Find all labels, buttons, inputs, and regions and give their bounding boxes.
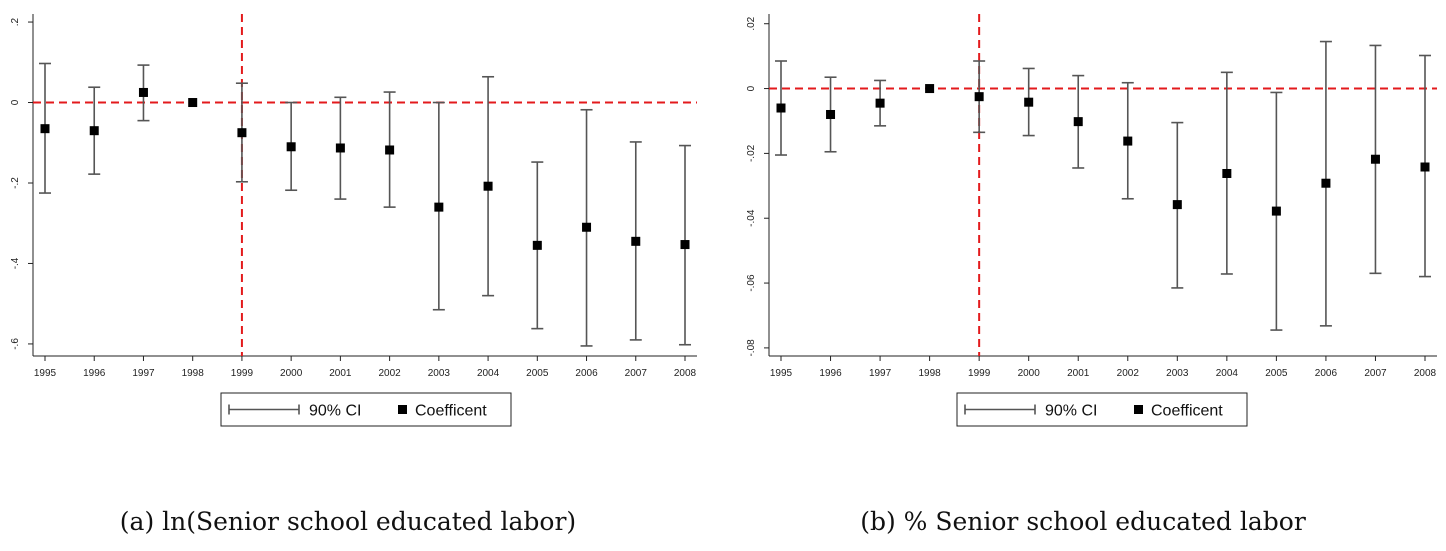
coefficient-point — [1321, 178, 1331, 188]
x-tick-label: 2001 — [329, 368, 352, 379]
x-tick-label: 1997 — [869, 368, 892, 379]
y-tick-label: -.02 — [746, 144, 757, 162]
x-tick-label: 2007 — [625, 368, 648, 379]
coefficient-point — [40, 124, 50, 134]
coefficient-point — [1073, 117, 1083, 127]
y-tick-label: -.06 — [746, 274, 757, 292]
x-tick-label: 2002 — [378, 368, 401, 379]
coefficient-point — [776, 103, 786, 113]
coefficient-point — [680, 240, 690, 250]
coefficient-point — [1222, 168, 1232, 178]
x-tick-label: 2001 — [1067, 368, 1090, 379]
y-tick-label: -.2 — [10, 177, 21, 189]
x-tick-label: 1999 — [968, 368, 991, 379]
panel-caption: (b) % Senior school educated labor — [860, 507, 1306, 536]
coefficient-point — [483, 181, 493, 191]
x-tick-label: 2000 — [1018, 368, 1041, 379]
y-tick-label: .02 — [746, 16, 757, 30]
y-tick-label: 0 — [746, 85, 757, 91]
legend-label-ci: 90% CI — [1045, 403, 1097, 420]
legend-point-marker — [1134, 405, 1143, 414]
x-tick-label: 1997 — [132, 368, 155, 379]
x-tick-label: 2005 — [1265, 368, 1288, 379]
coefficient-point — [434, 202, 444, 212]
x-tick-label: 2004 — [1216, 368, 1239, 379]
x-tick-label: 2002 — [1117, 368, 1140, 379]
coefficient-point — [1420, 162, 1430, 172]
x-tick-label: 1998 — [918, 368, 941, 379]
coefficient-point — [582, 222, 592, 232]
panel-caption: (a) ln(Senior school educated labor) — [120, 507, 576, 536]
coefficient-point — [631, 236, 641, 246]
coefficient-point — [532, 240, 542, 250]
x-tick-label: 2003 — [1166, 368, 1189, 379]
y-tick-label: -.04 — [746, 209, 757, 227]
coefficient-point — [925, 84, 935, 94]
legend-label-coefficient: Coefficent — [1151, 403, 1223, 420]
x-tick-label: 1995 — [34, 368, 57, 379]
x-tick-label: 2000 — [280, 368, 303, 379]
panel-a: .2 0 -.2 -.4 -.6 1995 1996 1997 1998 1999 2000 2001… — [10, 14, 697, 536]
x-tick-label: 2008 — [674, 368, 697, 379]
coefficient-point — [237, 128, 247, 138]
x-tick-label: 2006 — [575, 368, 598, 379]
legend-box — [220, 392, 512, 427]
y-tick-label: -.6 — [10, 338, 21, 350]
y-tick-label: -.4 — [10, 257, 21, 269]
legend-label-ci: 90% CI — [309, 403, 361, 420]
legend-point-marker — [398, 405, 407, 414]
coefficient-point — [89, 126, 99, 136]
x-tick-label: 1996 — [83, 368, 106, 379]
coefficient-point — [875, 98, 885, 108]
x-tick-label: 1998 — [182, 368, 205, 379]
coefficient-point — [1271, 206, 1281, 216]
coefficient-point — [826, 109, 836, 119]
y-tick-label: -.08 — [746, 339, 757, 357]
coefficient-point — [1123, 136, 1133, 146]
coefficient-point — [335, 143, 345, 153]
x-tick-label: 2006 — [1315, 368, 1338, 379]
x-tick-label: 2005 — [526, 368, 549, 379]
coefficient-point — [138, 87, 148, 97]
y-tick-label: 0 — [10, 99, 21, 105]
coefficient-point — [1024, 97, 1034, 107]
x-tick-label: 2004 — [477, 368, 500, 379]
x-tick-label: 1995 — [770, 368, 793, 379]
x-tick-label: 2007 — [1364, 368, 1387, 379]
y-tick-label: .2 — [10, 17, 21, 26]
coefficient-point — [1172, 200, 1182, 210]
x-tick-label: 1996 — [819, 368, 842, 379]
coefficient-point — [286, 142, 296, 152]
legend-label-coefficient: Coefficent — [415, 403, 487, 420]
x-tick-label: 1999 — [231, 368, 254, 379]
coefficient-point — [1370, 154, 1380, 164]
coefficient-point — [188, 98, 198, 108]
coefficient-point — [974, 92, 984, 102]
x-tick-label: 2003 — [428, 368, 451, 379]
x-tick-label: 2008 — [1414, 368, 1437, 379]
panel-b: .02 0 -.02 -.04 -.06 -.08 1995 1996 1997 1998 1999… — [746, 14, 1437, 536]
coefficient-point — [385, 145, 395, 155]
